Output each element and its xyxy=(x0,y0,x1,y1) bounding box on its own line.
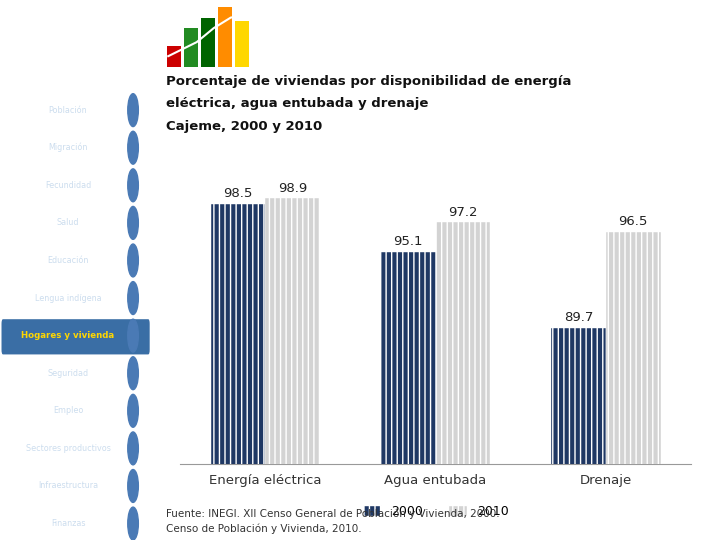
Circle shape xyxy=(127,169,138,202)
Text: Infraestructura: Infraestructura xyxy=(38,482,98,490)
Text: Educación: Educación xyxy=(48,256,89,265)
Circle shape xyxy=(127,319,138,352)
Text: 98.9: 98.9 xyxy=(278,181,307,194)
Circle shape xyxy=(127,469,138,502)
Circle shape xyxy=(127,507,138,540)
Text: Fuente: INEGI. XII Censo General de Población y Vivienda, 2000.: Fuente: INEGI. XII Censo General de Pobl… xyxy=(166,509,499,519)
Bar xyxy=(167,45,181,66)
Text: Salud: Salud xyxy=(57,218,79,227)
Circle shape xyxy=(127,394,138,427)
Text: 98.5: 98.5 xyxy=(223,187,253,200)
Text: Seguridad: Seguridad xyxy=(48,369,89,377)
Text: Porcentaje de viviendas por disponibilidad de energía: Porcentaje de viviendas por disponibilid… xyxy=(166,75,571,87)
Circle shape xyxy=(127,206,138,239)
Bar xyxy=(381,252,436,540)
Text: Sectores productivos: Sectores productivos xyxy=(26,444,110,453)
Bar xyxy=(265,198,320,540)
Bar xyxy=(436,222,490,540)
Text: Cajeme, 2000 y 2010: Cajeme, 2000 y 2010 xyxy=(166,120,322,133)
Text: 96.5: 96.5 xyxy=(618,215,648,228)
Text: Finanzas: Finanzas xyxy=(51,519,85,528)
Circle shape xyxy=(127,244,138,277)
Text: Fecundidad: Fecundidad xyxy=(45,181,91,190)
Bar xyxy=(552,328,606,540)
Bar xyxy=(606,232,660,540)
Text: Censo de Población y Vivienda, 2010.: Censo de Población y Vivienda, 2010. xyxy=(166,524,361,534)
Circle shape xyxy=(127,94,138,126)
FancyBboxPatch shape xyxy=(1,319,150,354)
Circle shape xyxy=(127,282,138,314)
Bar xyxy=(184,28,198,66)
Text: 95.1: 95.1 xyxy=(394,235,423,248)
Text: Lengua indígena: Lengua indígena xyxy=(35,294,102,302)
Text: 97.2: 97.2 xyxy=(448,206,477,219)
Bar xyxy=(201,17,215,66)
Bar xyxy=(218,7,233,66)
Text: Empleo: Empleo xyxy=(53,406,84,415)
Legend: 2000, 2010: 2000, 2010 xyxy=(358,500,513,523)
Circle shape xyxy=(127,131,138,164)
Text: Migración: Migración xyxy=(48,143,88,152)
Circle shape xyxy=(127,432,138,465)
Bar xyxy=(211,204,265,540)
Text: eléctrica, agua entubada y drenaje: eléctrica, agua entubada y drenaje xyxy=(166,97,428,110)
Text: 89.7: 89.7 xyxy=(564,311,593,324)
Bar xyxy=(235,21,249,66)
Text: Población: Población xyxy=(49,106,87,114)
Circle shape xyxy=(127,357,138,390)
Text: Hogares y vivienda: Hogares y vivienda xyxy=(22,331,114,340)
Text: Perfil sociodemográfico de Cajeme: Perfil sociodemográfico de Cajeme xyxy=(300,25,651,45)
